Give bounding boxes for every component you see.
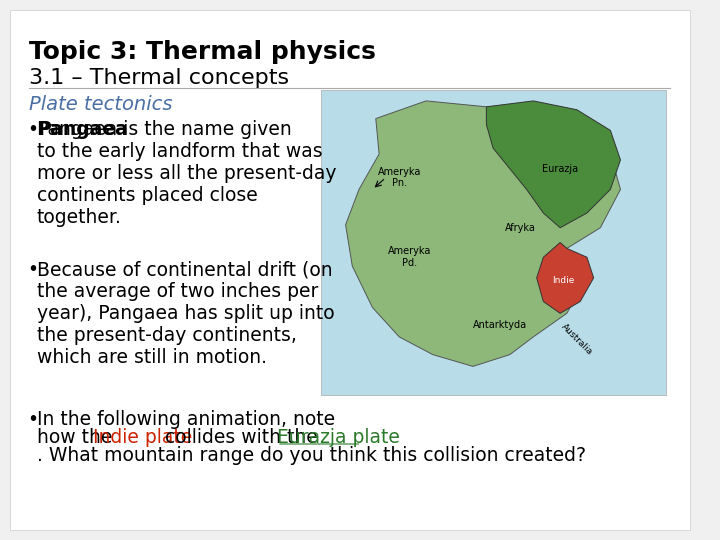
Text: Indie: Indie [552,276,575,285]
Text: 3.1 – Thermal concepts: 3.1 – Thermal concepts [29,68,289,88]
Text: Australia: Australia [559,322,594,357]
Text: Pangaea is the name given
to the early landform that was
more or less all the pr: Pangaea is the name given to the early l… [37,120,336,227]
Text: Indie plate: Indie plate [94,428,192,447]
Polygon shape [536,242,594,313]
Text: Eurazja: Eurazja [542,164,578,174]
Polygon shape [487,101,621,228]
Text: Pangaea: Pangaea [37,120,127,139]
Text: Afryka: Afryka [505,222,536,233]
Text: how the: how the [37,428,118,447]
Text: Eurazja plate: Eurazja plate [277,428,400,447]
Text: Ameryka
Pd.: Ameryka Pd. [387,246,431,268]
Text: •: • [27,410,38,429]
Text: •: • [27,120,38,139]
Text: . What mountain range do you think this collision created?: . What mountain range do you think this … [37,446,586,465]
Text: Ameryka
Pn.: Ameryka Pn. [377,167,421,188]
FancyBboxPatch shape [9,10,690,530]
Text: Plate tectonics: Plate tectonics [29,95,173,114]
Polygon shape [346,101,621,367]
Text: Antarktyda: Antarktyda [473,320,527,330]
Text: Because of continental drift (on
the average of two inches per
year), Pangaea ha: Because of continental drift (on the ave… [37,260,335,367]
Text: •: • [27,260,38,279]
FancyBboxPatch shape [320,90,665,395]
Text: Topic 3: Thermal physics: Topic 3: Thermal physics [29,40,376,64]
Text: In the following animation, note: In the following animation, note [37,410,335,429]
Text: collides with the: collides with the [159,428,324,447]
